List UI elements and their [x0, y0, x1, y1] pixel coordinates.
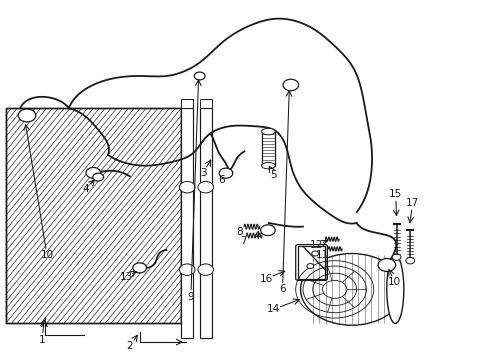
Text: 4: 4: [82, 184, 89, 194]
Text: 14: 14: [266, 304, 280, 314]
Text: 6: 6: [218, 175, 224, 185]
Text: 13: 13: [120, 272, 133, 282]
Text: 9: 9: [187, 292, 194, 302]
Text: 15: 15: [388, 189, 402, 199]
Text: 17: 17: [405, 198, 419, 208]
Circle shape: [219, 168, 232, 178]
Circle shape: [260, 225, 275, 235]
Circle shape: [133, 263, 146, 273]
Circle shape: [311, 251, 318, 256]
Bar: [181, 99, 193, 108]
Circle shape: [198, 264, 213, 275]
Ellipse shape: [261, 129, 275, 135]
Circle shape: [377, 258, 395, 271]
Circle shape: [306, 264, 313, 269]
Text: 3: 3: [199, 168, 206, 178]
Circle shape: [86, 167, 101, 178]
Text: 1: 1: [39, 334, 45, 345]
Circle shape: [18, 109, 36, 122]
Ellipse shape: [300, 253, 402, 325]
Ellipse shape: [261, 162, 275, 169]
Circle shape: [93, 173, 103, 181]
Text: 2: 2: [126, 341, 133, 351]
Circle shape: [179, 264, 195, 275]
Polygon shape: [298, 246, 325, 279]
Bar: [5, 108, 181, 323]
Text: 7: 7: [239, 236, 246, 246]
Text: 11: 11: [315, 250, 328, 260]
Bar: [199, 99, 211, 108]
Bar: [261, 132, 275, 166]
Ellipse shape: [386, 255, 403, 323]
Circle shape: [405, 257, 414, 264]
Bar: [5, 108, 181, 323]
Text: 4: 4: [253, 231, 260, 240]
Text: 12: 12: [309, 240, 323, 250]
Circle shape: [391, 254, 400, 260]
Text: 10: 10: [41, 250, 54, 260]
Text: 6: 6: [279, 284, 285, 294]
Circle shape: [198, 181, 213, 193]
Bar: [199, 108, 211, 338]
Circle shape: [179, 181, 195, 193]
Text: 5: 5: [270, 170, 277, 180]
FancyBboxPatch shape: [295, 244, 327, 280]
Text: 16: 16: [259, 274, 272, 284]
Text: 8: 8: [236, 227, 243, 237]
Circle shape: [283, 79, 298, 91]
Text: 10: 10: [387, 277, 401, 287]
Circle shape: [194, 72, 204, 80]
Bar: [181, 108, 193, 338]
